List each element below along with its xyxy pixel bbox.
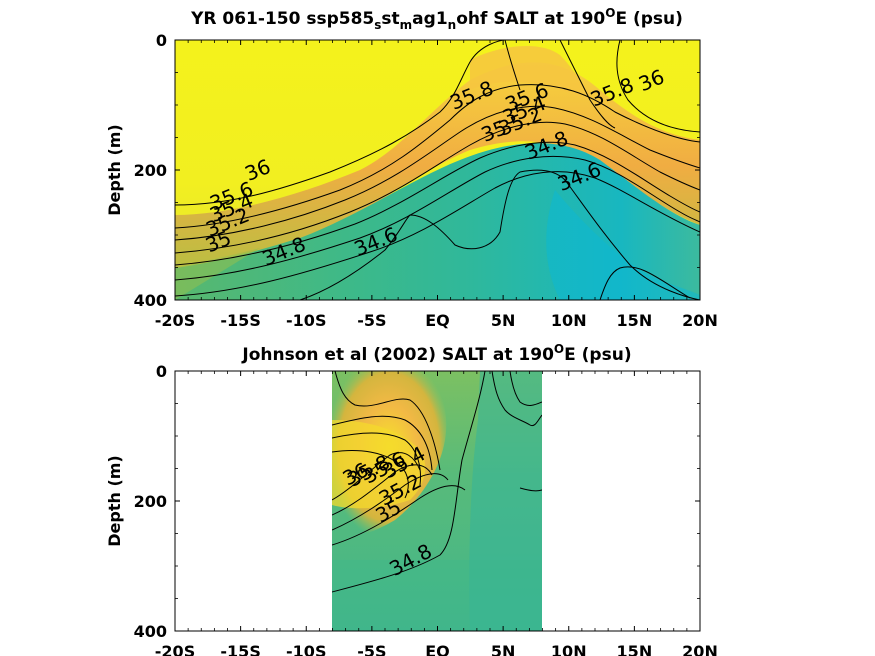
title-segment: E (psu) bbox=[564, 345, 631, 365]
title-segment: ohf SALT at 190 bbox=[456, 9, 605, 29]
contour-35-line bbox=[175, 155, 700, 281]
top-high-salinity-core bbox=[470, 45, 600, 105]
top-chart-title: YR 061-150 ssp585sstmag1nohf SALT at 190… bbox=[190, 6, 683, 32]
obs-contour-34.6-line bbox=[509, 371, 542, 406]
title-segment: m bbox=[400, 18, 413, 32]
y-tick-label: 200 bbox=[134, 161, 167, 180]
obs-contour-36b-line bbox=[332, 452, 421, 501]
title-segment: E (psu) bbox=[615, 9, 682, 29]
contour-36-line bbox=[175, 40, 506, 206]
title-segment: s bbox=[374, 18, 381, 32]
title-segment: n bbox=[448, 18, 457, 32]
x-tick-label: -5S bbox=[357, 311, 386, 330]
top-transition-zone bbox=[175, 248, 260, 300]
top-fresh-core bbox=[546, 190, 700, 300]
obs-contour-35-line bbox=[332, 485, 466, 546]
title-segment: ag1 bbox=[412, 9, 447, 29]
obs-contour-35.6-line bbox=[332, 415, 433, 471]
y-tick-label: 200 bbox=[134, 492, 167, 511]
contour-core-line bbox=[504, 40, 521, 91]
top-axis-ticks: -20S -15S -10S -5S EQ 5N 10N 15N 20N 0 200 400 bbox=[134, 31, 718, 330]
y-tick-label: 0 bbox=[156, 362, 167, 381]
x-tick-label: -15S bbox=[220, 642, 260, 656]
contour-36b-line bbox=[616, 40, 700, 133]
x-tick-label: 15N bbox=[617, 311, 653, 330]
bottom-deep-water bbox=[332, 560, 542, 631]
contour-35.2-line bbox=[175, 141, 700, 266]
contour-35.6-line bbox=[175, 105, 700, 241]
x-tick-label: 5N bbox=[491, 642, 516, 656]
contour-35.4-line bbox=[175, 121, 700, 254]
title-segment: O bbox=[605, 6, 615, 20]
x-tick-label: 5N bbox=[491, 311, 516, 330]
bottom-fresh-region bbox=[469, 371, 542, 631]
contour-34.6-line bbox=[299, 169, 700, 300]
bottom-contour-lines bbox=[332, 371, 542, 593]
bottom-y-axis-label: Depth (m) bbox=[105, 455, 124, 547]
bottom-axis-ticks: -20S -15S -10S -5S EQ 5N 10N 15N 20N 0 200 400 bbox=[134, 362, 718, 656]
title-segment: Johnson et al (2002) SALT at 190 bbox=[241, 345, 554, 365]
y-tick-label: 400 bbox=[134, 291, 167, 310]
bottom-chart-title: Johnson et al (2002) SALT at 190OE (psu) bbox=[241, 342, 631, 365]
x-tick-label: -15S bbox=[220, 311, 260, 330]
x-tick-label: 20N bbox=[682, 642, 718, 656]
x-tick-label: -10S bbox=[286, 642, 326, 656]
top-y-axis-label: Depth (m) bbox=[105, 124, 124, 216]
contour-35.8-line bbox=[175, 84, 700, 229]
obs-contour-35.4-line bbox=[332, 464, 433, 516]
contour-34.4-line bbox=[599, 266, 691, 300]
x-tick-label: 15N bbox=[617, 642, 653, 656]
x-tick-label: -5S bbox=[357, 642, 386, 656]
x-tick-label: 10N bbox=[551, 311, 587, 330]
contour-35.8b-line bbox=[559, 40, 616, 129]
x-tick-label: -20S bbox=[155, 642, 195, 656]
obs-contour-35.4b-line bbox=[334, 371, 441, 471]
top-contour-lines bbox=[175, 40, 700, 300]
contour-34.8-line bbox=[175, 171, 700, 297]
top-chart-panel: YR 061-150 ssp585sstmag1nohf SALT at 190… bbox=[105, 6, 718, 330]
x-tick-label: 10N bbox=[551, 642, 587, 656]
obs-contour-34.8-line bbox=[332, 371, 486, 593]
title-segment: st bbox=[381, 9, 399, 29]
obs-contour-34.8c-line bbox=[519, 487, 542, 492]
x-tick-label: EQ bbox=[425, 311, 450, 330]
bottom-chart-panel: Johnson et al (2002) SALT at 190OE (psu) bbox=[105, 342, 718, 656]
y-tick-label: 400 bbox=[134, 622, 167, 641]
y-tick-label: 0 bbox=[156, 31, 167, 50]
x-tick-label: -10S bbox=[286, 311, 326, 330]
top-halocline-band bbox=[175, 62, 700, 270]
x-tick-label: 20N bbox=[682, 311, 718, 330]
obs-contour-34.8b-line bbox=[491, 371, 542, 427]
obs-contour-35.2-line bbox=[332, 473, 449, 531]
obs-contour-36-line bbox=[332, 450, 409, 499]
x-tick-label: -20S bbox=[155, 311, 195, 330]
x-tick-label: EQ bbox=[425, 642, 450, 656]
title-segment: O bbox=[554, 342, 564, 356]
title-segment: YR 061-150 ssp585 bbox=[190, 9, 374, 29]
